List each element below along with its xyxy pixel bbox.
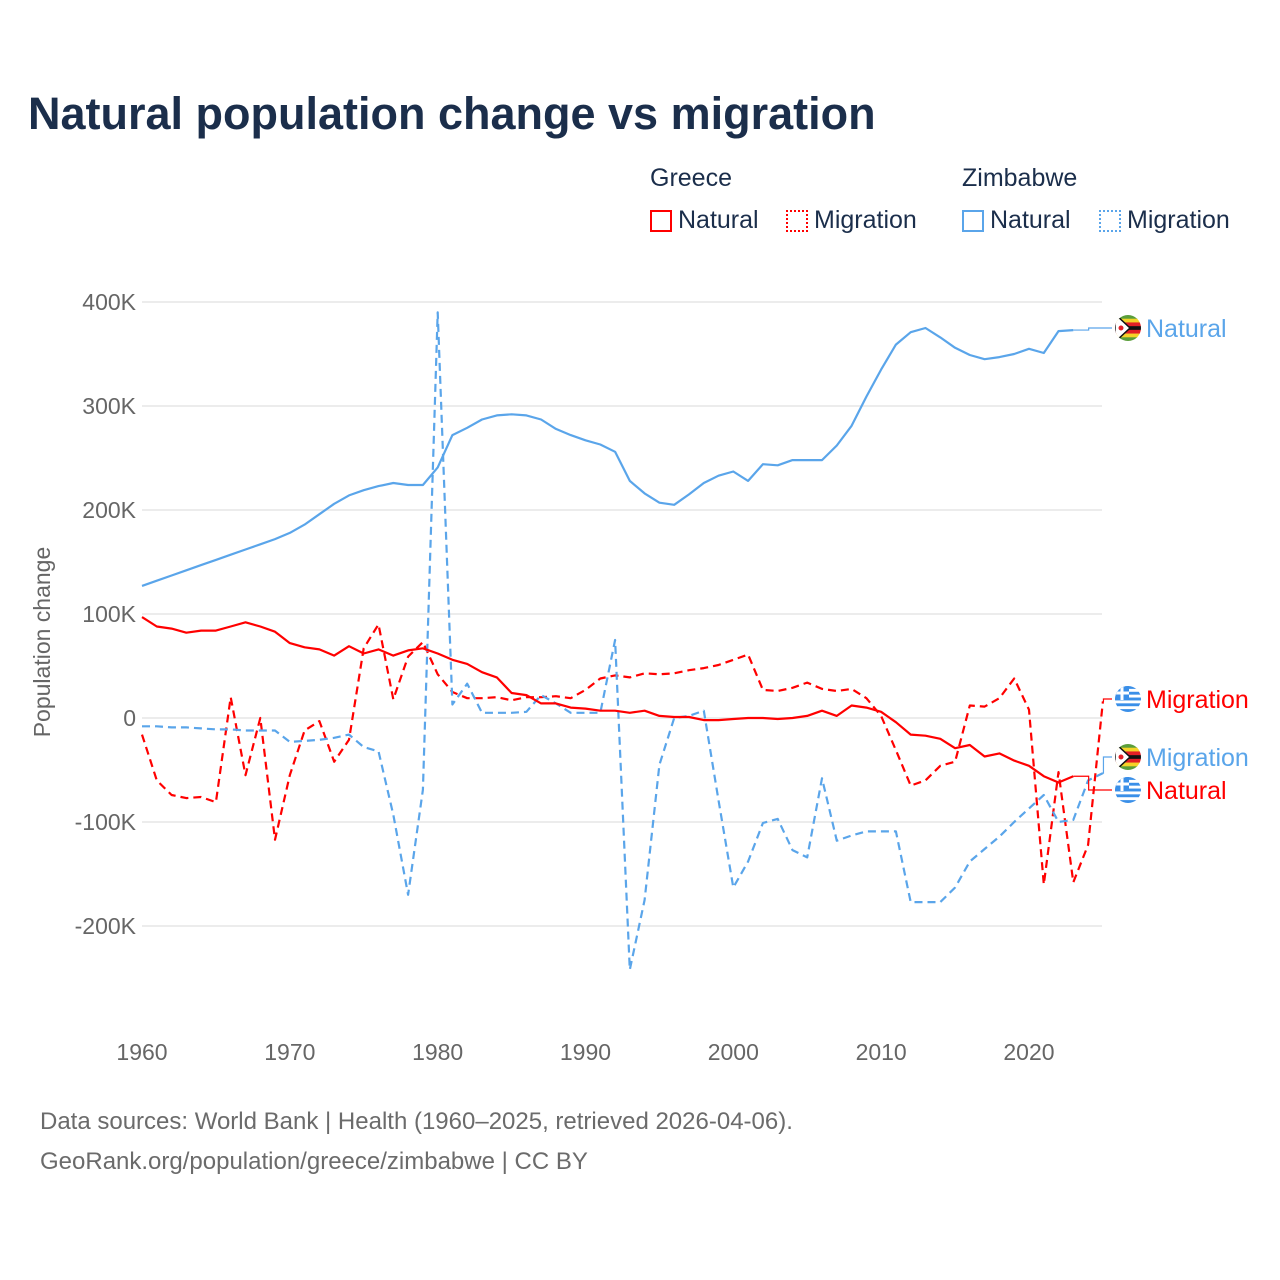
flag-stripe [1115,762,1141,767]
x-tick-label: 2010 [856,1039,907,1065]
flag-body [1115,315,1141,341]
series-line-greece-natural [141,616,1074,784]
end-label: Migration [1146,686,1249,714]
legend-swatch [786,209,808,232]
flag-stripe [1115,709,1141,712]
y-axis-label: Population change [29,547,55,738]
label-connector [1073,327,1112,331]
legend-label: Migration [814,206,917,234]
flag-stripe [1115,337,1141,341]
y-tick-label: -200K [75,913,137,939]
flag-star [1118,754,1124,760]
flag-body [1115,777,1141,803]
series-line-zimbabwe-natural [141,326,1074,587]
flag-stripe [1115,315,1141,320]
legend-swatch [1099,209,1121,232]
legend-greece-natural[interactable]: Natural [650,206,759,235]
greece-flag-icon [1115,777,1141,803]
x-tick-label: 2000 [708,1039,759,1065]
flag-stripe [1115,333,1141,338]
legend-zimbabwe-natural[interactable]: Natural [962,206,1071,235]
flag-stripe [1115,766,1141,770]
flag-stripe [1115,758,1141,763]
x-tick-label: 1990 [560,1039,611,1065]
end-label: Natural [1146,315,1227,343]
legend-group-greece: Greece [650,164,732,192]
legend-swatch [650,209,672,232]
flag-stripe [1115,322,1141,327]
series-line-zimbabwe-migration [142,311,1104,971]
legend-label: Migration [1127,206,1230,234]
flag-stripe [1115,744,1141,749]
flag-star [1118,325,1124,331]
flag-stripe [1115,703,1141,707]
end-label: Migration [1146,744,1249,772]
x-tick-label: 1970 [264,1039,315,1065]
flag-cross [1120,686,1124,700]
flag-body [1115,744,1141,770]
x-tick-label: 2020 [1003,1039,1054,1065]
series-line-greece-migration [140,623,1104,886]
flag-stripe [1115,700,1141,704]
legend-swatch [962,209,984,232]
legend-greece-migration[interactable]: Migration [786,206,917,235]
y-tick-label: 0 [123,705,136,731]
chart-title: Natural population change vs migration [28,88,876,139]
flag-stripe [1115,751,1141,756]
flag-stripe [1115,747,1141,752]
x-tick-label: 1980 [412,1039,463,1065]
y-tick-label: 200K [82,497,136,523]
flag-stripe [1115,797,1141,801]
source-line-1: Data sources: World Bank | Health (1960–… [40,1108,793,1135]
source-line-2: GeoRank.org/population/greece/zimbabwe |… [40,1148,588,1175]
legend-label: Natural [990,206,1071,234]
flag-stripe [1115,329,1141,334]
y-tick-label: -100K [75,809,137,835]
zimbabwe-flag-icon [1115,744,1141,770]
flag-stripe [1115,318,1141,323]
label-connector [1102,698,1112,702]
flag-stripe [1115,794,1141,798]
flag-stripe [1115,706,1141,710]
y-tick-label: 100K [82,601,136,627]
flag-stripe [1115,791,1141,795]
legend-group-zimbabwe: Zimbabwe [962,164,1078,192]
greece-flag-icon [1115,686,1141,712]
y-tick-label: 400K [82,289,136,315]
flag-body [1115,686,1141,712]
zimbabwe-flag-icon [1115,315,1141,341]
flag-cross [1120,777,1124,791]
legend-label: Natural [678,206,759,234]
flag-stripe [1115,800,1141,803]
end-label: Natural [1146,777,1227,805]
x-tick-label: 1960 [116,1039,167,1065]
label-connector [1073,775,1112,791]
legend-zimbabwe-migration[interactable]: Migration [1099,206,1230,235]
y-tick-label: 300K [82,393,136,419]
label-connector [1102,756,1112,774]
